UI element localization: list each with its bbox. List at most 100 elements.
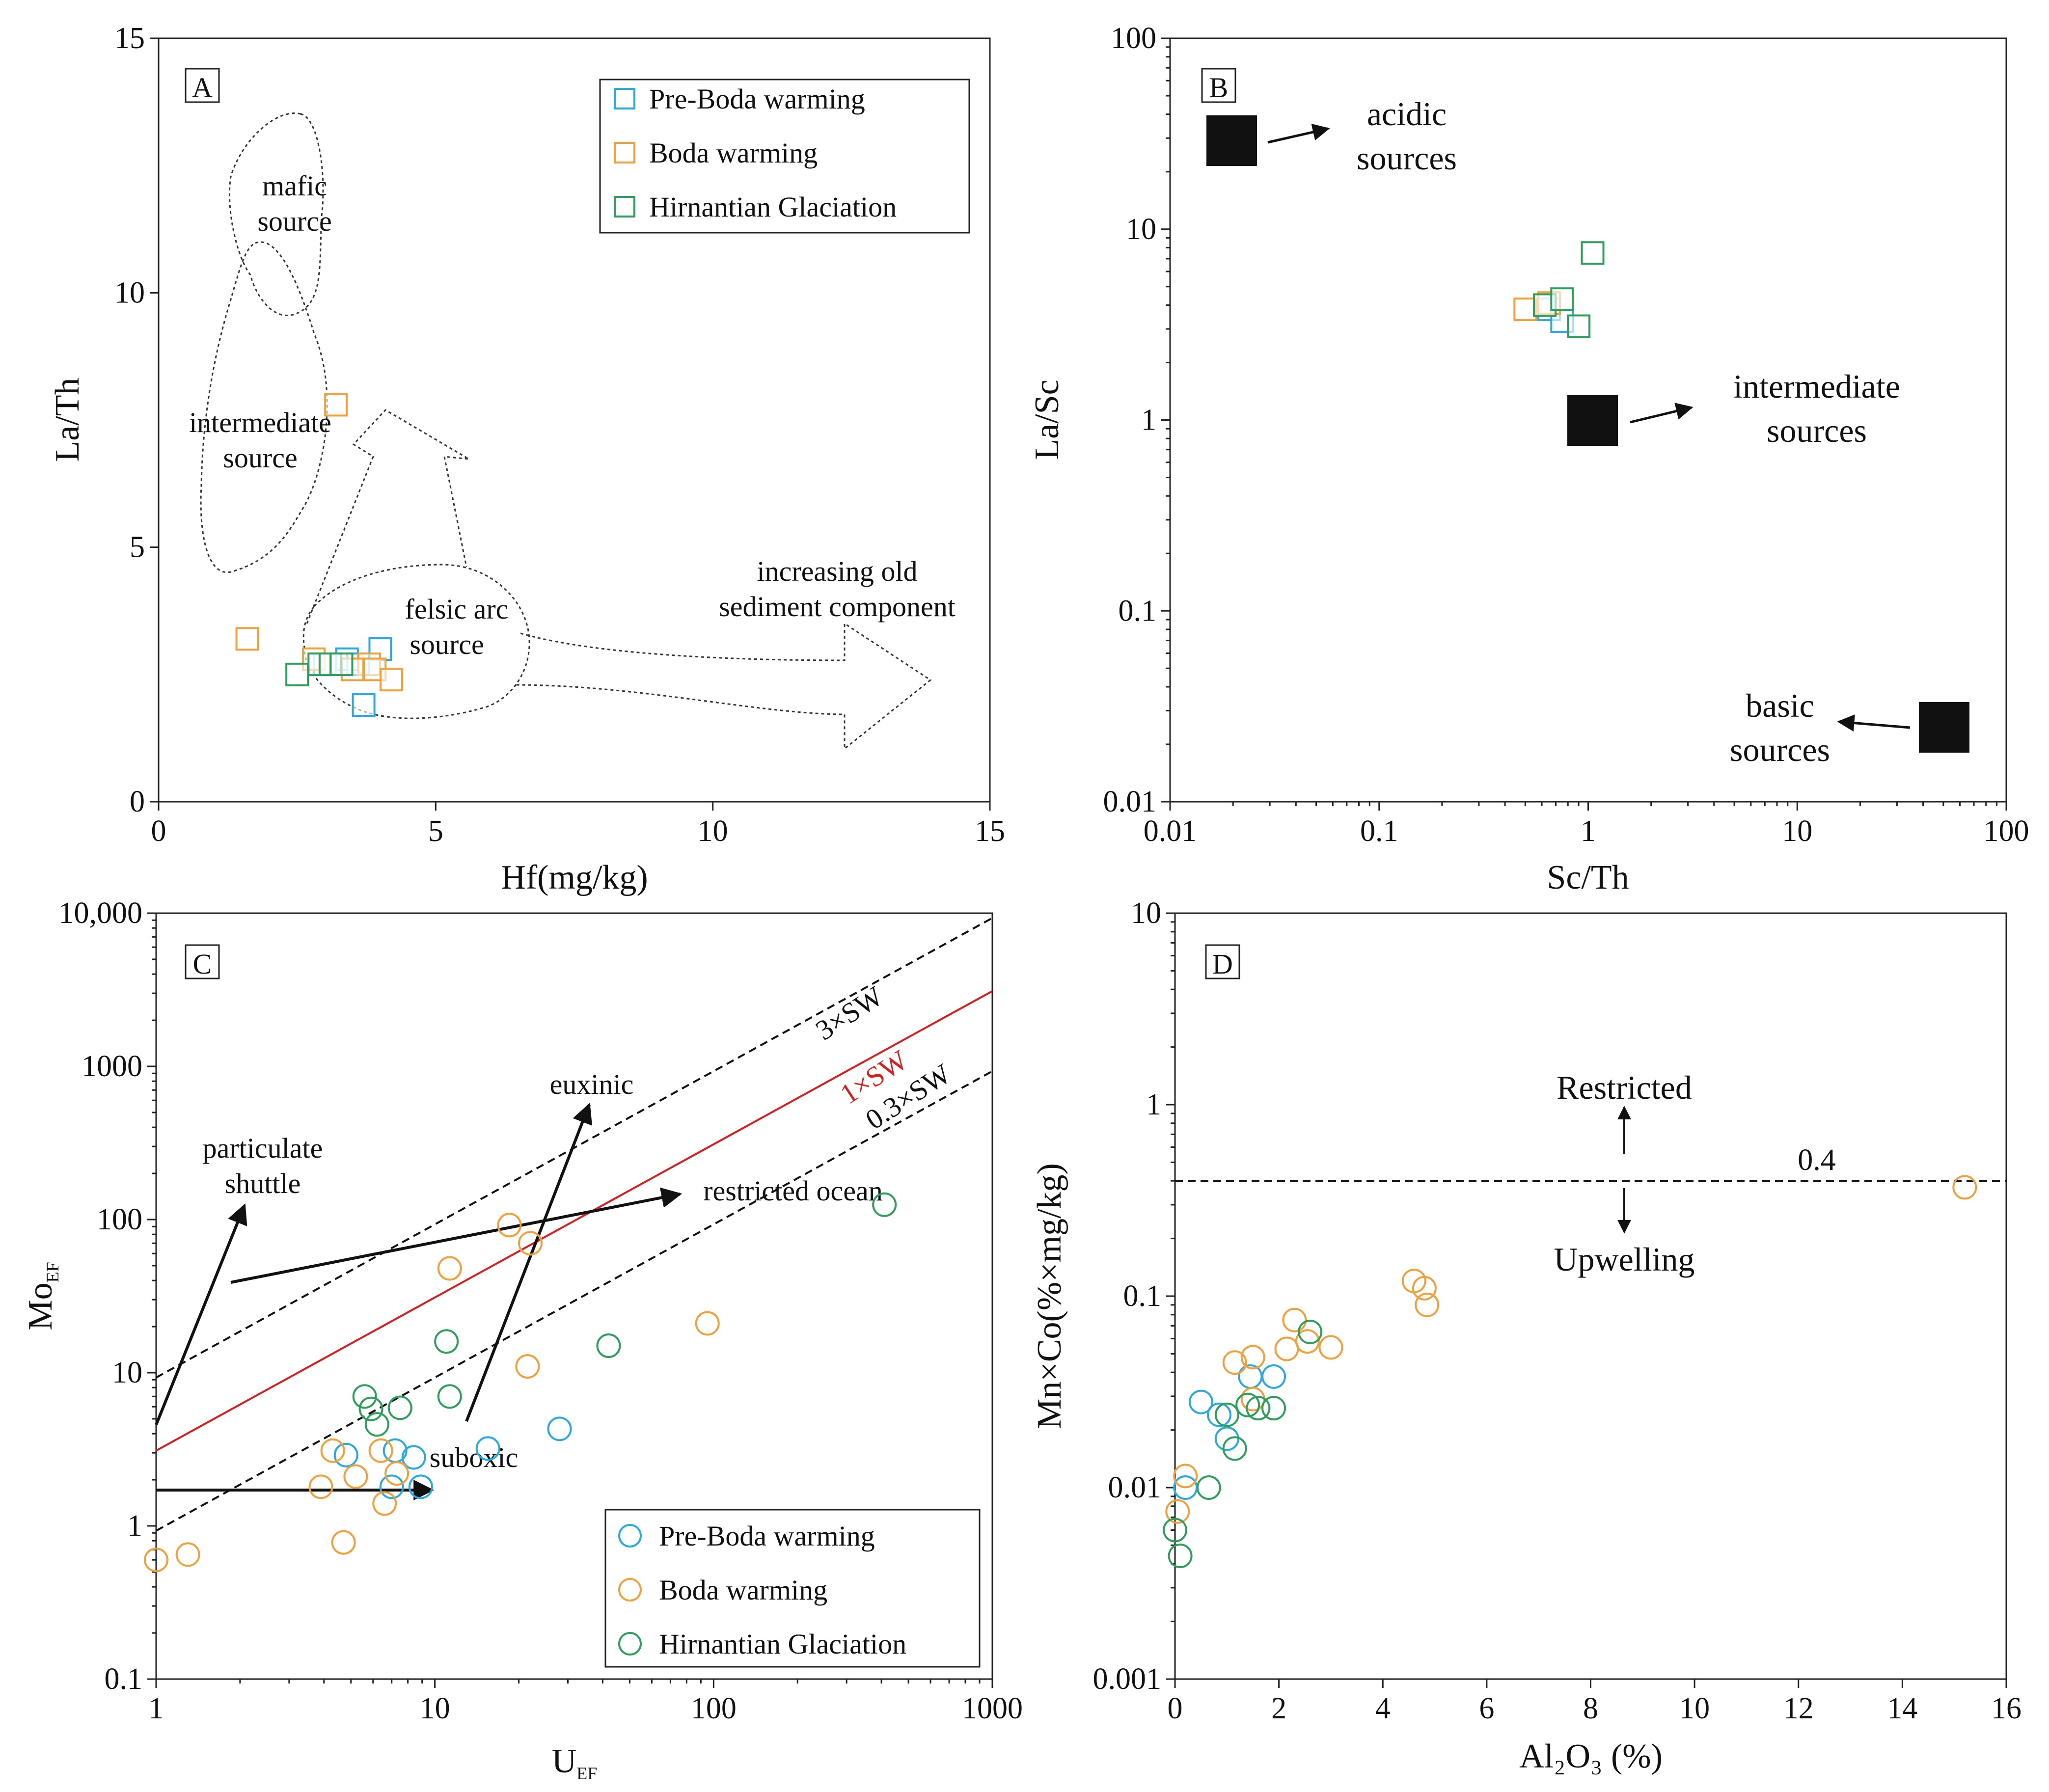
panel-d-ytick-label: 0.001 xyxy=(1093,1662,1162,1696)
panel-c-xtick-label: 1 xyxy=(149,1692,164,1725)
panel-c-point-pre_boda xyxy=(547,1416,572,1441)
panel-b-ytick-label: 100 xyxy=(1111,22,1156,55)
panel-c-letter: C xyxy=(193,948,212,980)
panel-c-point-hirnantian xyxy=(364,1412,389,1437)
panel-a-point-hirnantian xyxy=(329,652,354,677)
panel-c-point-hirnantian xyxy=(387,1395,412,1420)
legend-a-pre-boda: Pre-Boda warming xyxy=(649,83,865,115)
panel-d-point-boda xyxy=(1318,1335,1343,1360)
panel-c-point-hirnantian xyxy=(596,1333,621,1358)
panel-a-chart: 0 5 10 15 0 5 10 15 Hf(mg/kg) La/Th A mafic sou… xyxy=(49,22,1005,896)
panel-c-point-boda xyxy=(518,1231,543,1256)
panel-d-xtick-label: 10 xyxy=(1679,1692,1710,1725)
legend-c-pre-boda: Pre-Boda warming xyxy=(659,1520,875,1552)
euxinic-label: euxinic xyxy=(550,1068,634,1100)
panel-d-point-boda xyxy=(1282,1307,1307,1332)
restricted-ocean-arrow xyxy=(230,1187,683,1284)
panel-a-xtick-label: 5 xyxy=(428,815,443,848)
panel-c-xlabel: UEF xyxy=(552,1742,598,1783)
panel-d-ticks: 0 2 4 6 8 10 12 14 16 0.001 0.01 0.1 1 10 xyxy=(1093,896,2022,1725)
panel-a-point-boda xyxy=(380,668,404,692)
panel-c-seawater-lines xyxy=(156,917,993,1532)
panel-c-point-hirnantian xyxy=(352,1384,377,1409)
panel-b-xtick-label: 100 xyxy=(1984,815,2029,848)
legend-c-hirnantian: Hirnantian Glaciation xyxy=(659,1628,906,1660)
panel-a-xtick-label: 15 xyxy=(975,815,1005,848)
panel-b-xtick-label: 1 xyxy=(1581,815,1596,848)
panel-c-point-boda xyxy=(175,1542,200,1567)
legend-a-swatch-pre-boda xyxy=(614,88,635,109)
panel-d-xtick-label: 2 xyxy=(1271,1692,1286,1725)
panel-b-xtick-label: 0.01 xyxy=(1144,815,1197,848)
panel-b-point-hirnantian xyxy=(1550,287,1574,311)
intermediate-source-marker xyxy=(1567,395,1618,446)
panel-b-ytick-label: 0.01 xyxy=(1103,785,1157,818)
suboxic-label: suboxic xyxy=(430,1441,518,1473)
felsic-label-line1: felsic arc xyxy=(405,593,509,625)
seawater-reference-line xyxy=(156,990,993,1452)
panel-c-ylabel-sub: EF xyxy=(43,1262,62,1282)
legend-c-swatch-pre-boda xyxy=(618,1524,642,1548)
panel-d-point-boda xyxy=(1952,1175,1977,1200)
restricted-ocean-label: restricted ocean xyxy=(703,1175,883,1207)
basic-label-line2: sources xyxy=(1730,731,1830,768)
panel-c-xtick-label: 100 xyxy=(691,1692,737,1725)
panel-a-frame xyxy=(158,37,991,803)
panel-c-ytick-label: 10,000 xyxy=(59,896,143,930)
panel-d-xtick-label: 6 xyxy=(1479,1692,1494,1725)
panel-d-frame xyxy=(1174,912,2007,1680)
panel-d-letter-box xyxy=(1205,944,1240,979)
panel-c-xtick-label: 10 xyxy=(420,1692,450,1725)
legend-c-swatch-hirnantian xyxy=(618,1632,642,1656)
panel-a-ytick-label: 10 xyxy=(114,276,145,309)
panel-c-point-boda xyxy=(437,1256,462,1281)
panel-c-point-pre_boda xyxy=(379,1474,404,1499)
old-sediment-label-line1: increasing old xyxy=(757,555,918,587)
panel-c-point-hirnantian xyxy=(437,1384,462,1409)
panel-d-chart: 0 2 4 6 8 10 12 14 16 0.001 0.01 0.1 1 10 Al₂O₃ (%) M… xyxy=(1031,896,2022,1775)
basic-source-marker xyxy=(1919,702,1969,753)
panel-c-ytick-label: 1 xyxy=(127,1509,142,1543)
panel-d-point-boda xyxy=(1415,1292,1440,1317)
legend-a-swatch-boda xyxy=(614,142,635,163)
panel-c-point-boda xyxy=(343,1464,368,1489)
panel-b-point-hirnantian xyxy=(1567,314,1591,338)
panel-c-ylabel: MoEF xyxy=(22,1262,62,1330)
panel-d-point-hirnantian xyxy=(1222,1436,1247,1461)
panel-c-point-hirnantian xyxy=(434,1329,459,1354)
panel-c-point-hirnantian xyxy=(872,1192,897,1217)
panel-c-point-boda xyxy=(368,1438,393,1463)
panel-d-point-boda xyxy=(1222,1350,1247,1375)
panel-b-ytick-label: 0.1 xyxy=(1119,594,1157,627)
acidic-label-line1: acidic xyxy=(1367,95,1447,133)
panel-c-legend: Pre-Boda warming Boda warming Hirnantian… xyxy=(604,1509,981,1668)
intermediate-label-line2: source xyxy=(223,442,297,474)
panel-b-xtick-label: 10 xyxy=(1782,815,1812,848)
panel-b-letter: B xyxy=(1209,72,1229,104)
euxinic-arrow xyxy=(465,1103,592,1422)
panel-d-ylabel: Mn×Co(%×mg/kg) xyxy=(1031,1163,1068,1429)
panel-c-point-hirnantian xyxy=(358,1396,383,1421)
panel-c-point-pre_boda xyxy=(401,1445,426,1470)
panel-c-ylabel-main: Mo xyxy=(22,1282,59,1330)
panel-b-ticks: 0.01 0.1 1 10 100 0.01 0.1 1 10 100 xyxy=(1103,22,2029,848)
panel-d-xtick-label: 12 xyxy=(1783,1692,1814,1725)
panel-c-xtick-label: 1000 xyxy=(962,1692,1023,1725)
intermediate-label-line2: sources xyxy=(1767,412,1867,449)
panel-d-points xyxy=(1163,1175,1977,1569)
acidic-source-marker xyxy=(1206,115,1257,166)
panel-b-point-hirnantian xyxy=(1581,241,1605,265)
panel-c-point-boda xyxy=(695,1311,720,1336)
panel-d-point-hirnantian xyxy=(1246,1396,1271,1421)
panel-a-ylabel: La/Th xyxy=(49,378,86,462)
line-label-3sw: 3×SW xyxy=(810,980,888,1047)
panel-d-xtick-label: 16 xyxy=(1991,1692,2022,1725)
panel-c-xlabel-sub: EF xyxy=(576,1764,597,1783)
panel-c-xlabel-main: U xyxy=(552,1742,577,1780)
panel-a-xtick-label: 0 xyxy=(151,815,166,848)
basic-label-line1: basic xyxy=(1746,687,1814,724)
panel-a-ytick-label: 0 xyxy=(130,785,145,818)
panel-c-point-pre_boda xyxy=(408,1474,433,1499)
panel-c-point-boda xyxy=(320,1438,345,1463)
intermediate-arrow xyxy=(1630,403,1694,424)
